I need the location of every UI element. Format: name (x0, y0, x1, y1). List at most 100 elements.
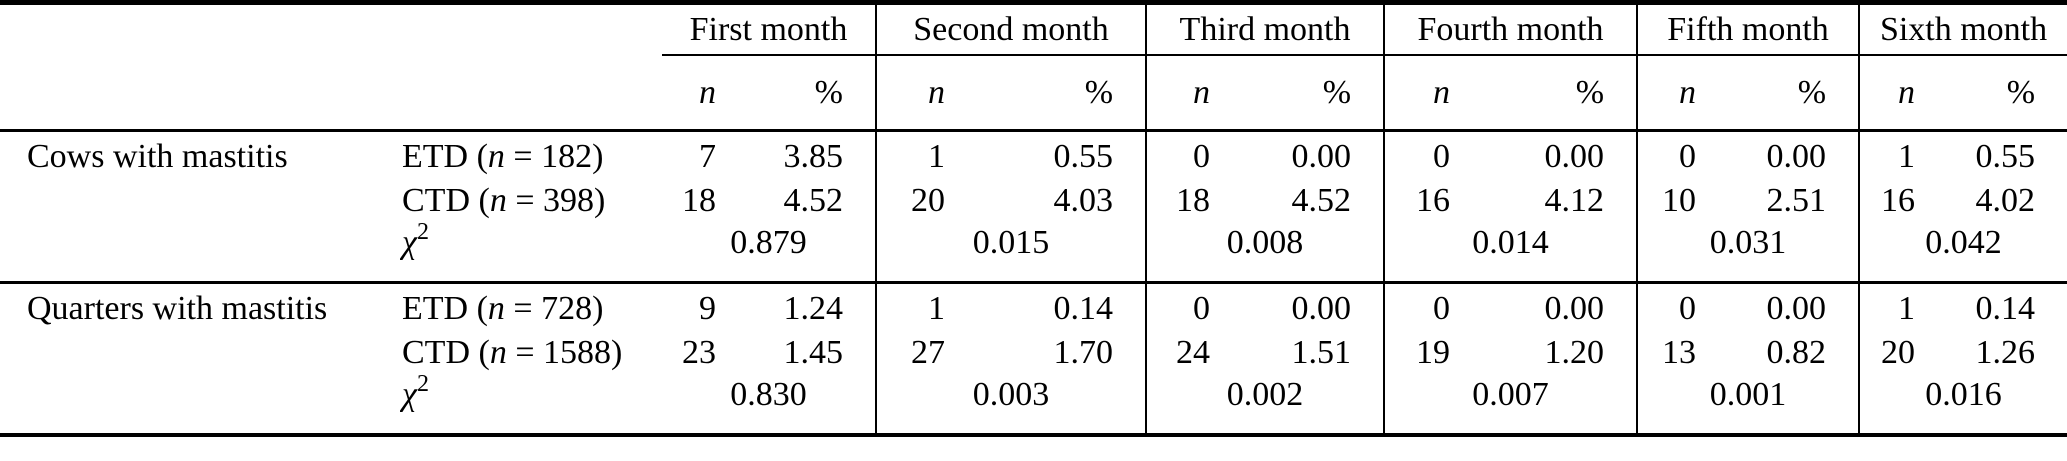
chi-square-label: χ2 (400, 220, 662, 284)
cell-n: 7 (699, 137, 716, 175)
row-label: ETD (n = 728) (400, 283, 662, 333)
row-label-suffix: = 1588) (506, 333, 623, 371)
cell-pct: 1.26 (1975, 333, 2036, 371)
section-label-spacer (0, 373, 400, 435)
section-label-spacer (0, 333, 400, 373)
cell-n: 24 (1145, 332, 1217, 373)
cell-n: 9 (699, 289, 716, 327)
month-header-third: Third month (1145, 2, 1385, 56)
percent-column-header: % (1702, 54, 1860, 132)
cell-n: 1 (1858, 130, 1922, 181)
cell-n: 27 (875, 332, 951, 373)
row-label-suffix: = 398) (506, 181, 606, 219)
chi-value: 0.042 (1858, 220, 2067, 284)
section-label: Cows with mastitis (27, 137, 288, 175)
header-spacer (0, 3, 662, 55)
cell-n: 16 (1383, 180, 1457, 221)
row-label-var-n: n (489, 181, 507, 219)
row-label: ETD (n = 182) (400, 131, 662, 181)
percent-column-header: % (1921, 54, 2067, 132)
row-label-prefix: ETD ( (402, 289, 488, 327)
cell-n: 1 (1858, 282, 1922, 333)
subheader-row: n % n % n % n % n % n % (0, 54, 2067, 132)
cell-pct: 1.51 (1291, 333, 1352, 371)
cell-n: 18 (1145, 180, 1217, 221)
cell-n: 0 (1145, 130, 1217, 181)
month-header-fifth: Fifth month (1636, 2, 1860, 56)
chi-value: 0.015 (874, 220, 1147, 284)
cell-n: 20 (1858, 332, 1922, 373)
cell-n: 10 (1636, 180, 1703, 221)
percent-column-header: % (1216, 54, 1385, 132)
chi-symbol: χ (402, 223, 417, 261)
cell-pct: 1.20 (1544, 333, 1605, 371)
percent-column-header: % (1456, 54, 1638, 132)
chi-value: 0.002 (1145, 372, 1385, 435)
month-header-sixth: Sixth month (1858, 2, 2067, 56)
row-label: CTD (n = 1588) (400, 333, 662, 373)
cell-pct: 0.00 (1291, 289, 1352, 327)
cell-pct: 0.00 (1291, 137, 1352, 175)
n-column-header: n (875, 54, 951, 132)
row-label-suffix: = 182) (504, 137, 604, 175)
cell-n: 0 (1383, 282, 1457, 333)
n-column-header: n (1636, 54, 1703, 132)
chi-symbol: χ (402, 375, 417, 413)
cell-pct: 0.00 (1544, 137, 1605, 175)
cell-n: 18 (682, 181, 716, 219)
row-label-prefix: CTD ( (402, 181, 490, 219)
cell-n: 0 (1145, 282, 1217, 333)
month-header-first: First month (662, 2, 876, 56)
cell-pct: 0.55 (1975, 137, 2036, 175)
cell-n: 20 (875, 180, 951, 221)
chi-value: 0.879 (662, 220, 876, 284)
row-label-var-n: n (487, 137, 505, 175)
cell-pct: 2.51 (1766, 181, 1827, 219)
cell-pct: 4.12 (1544, 181, 1605, 219)
n-column-header: n (1858, 54, 1922, 132)
chi-value: 0.008 (1145, 220, 1385, 284)
cell-n: 23 (682, 333, 716, 371)
cell-pct: 0.00 (1766, 137, 1827, 175)
cell-pct: 0.14 (1975, 289, 2036, 327)
table-row: Quarters with mastitis ETD (n = 728) 9 1… (0, 282, 2067, 333)
cell-pct: 4.03 (1053, 181, 1114, 219)
section-label: Quarters with mastitis (27, 289, 328, 327)
chi-value: 0.007 (1383, 372, 1638, 435)
row-label-prefix: ETD ( (402, 137, 488, 175)
cell-n: 13 (1636, 332, 1703, 373)
cell-n: 0 (1636, 282, 1703, 333)
chi-square-row: χ2 0.830 0.003 0.002 0.007 0.001 0.016 (0, 372, 2067, 435)
n-column-header: n (1145, 54, 1217, 132)
chi-square-label: χ2 (400, 373, 662, 435)
chi-value: 0.830 (730, 375, 807, 413)
cell-n: 0 (1383, 130, 1457, 181)
cell-pct: 0.00 (1766, 289, 1827, 327)
cell-pct: 4.52 (1291, 181, 1352, 219)
mastitis-results-table: First month Second month Third month Fou… (0, 0, 2067, 437)
section-label-spacer (0, 220, 400, 284)
n-column-header: n (1383, 54, 1457, 132)
table-row: Cows with mastitis ETD (n = 182) 7 3.85 … (0, 130, 2067, 181)
month-header-fourth: Fourth month (1383, 2, 1638, 56)
chi-value: 0.016 (1858, 372, 2067, 435)
cell-pct: 4.52 (783, 181, 844, 219)
cell-pct: 3.85 (783, 137, 844, 175)
cell-pct: 1.24 (783, 289, 844, 327)
subheader-spacer (0, 54, 662, 132)
chi-exponent: 2 (416, 220, 429, 245)
section-label-spacer (0, 181, 400, 221)
chi-value: 0.003 (874, 372, 1147, 435)
table-row: CTD (n = 398) 18 4.52 20 4.03 18 4.52 16… (0, 180, 2067, 221)
cell-n: 16 (1858, 180, 1922, 221)
chi-square-row: χ2 0.879 0.015 0.008 0.014 0.031 0.042 (0, 220, 2067, 284)
cell-n: 1 (875, 130, 951, 181)
row-label-prefix: CTD ( (402, 333, 490, 371)
cell-pct: 1.45 (783, 333, 844, 371)
chi-exponent: 2 (416, 372, 429, 397)
row-label-suffix: = 728) (504, 289, 604, 327)
month-header-second: Second month (874, 2, 1147, 56)
percent-column-header: % (951, 54, 1147, 132)
cell-n: 1 (875, 282, 951, 333)
row-label: CTD (n = 398) (400, 181, 662, 221)
